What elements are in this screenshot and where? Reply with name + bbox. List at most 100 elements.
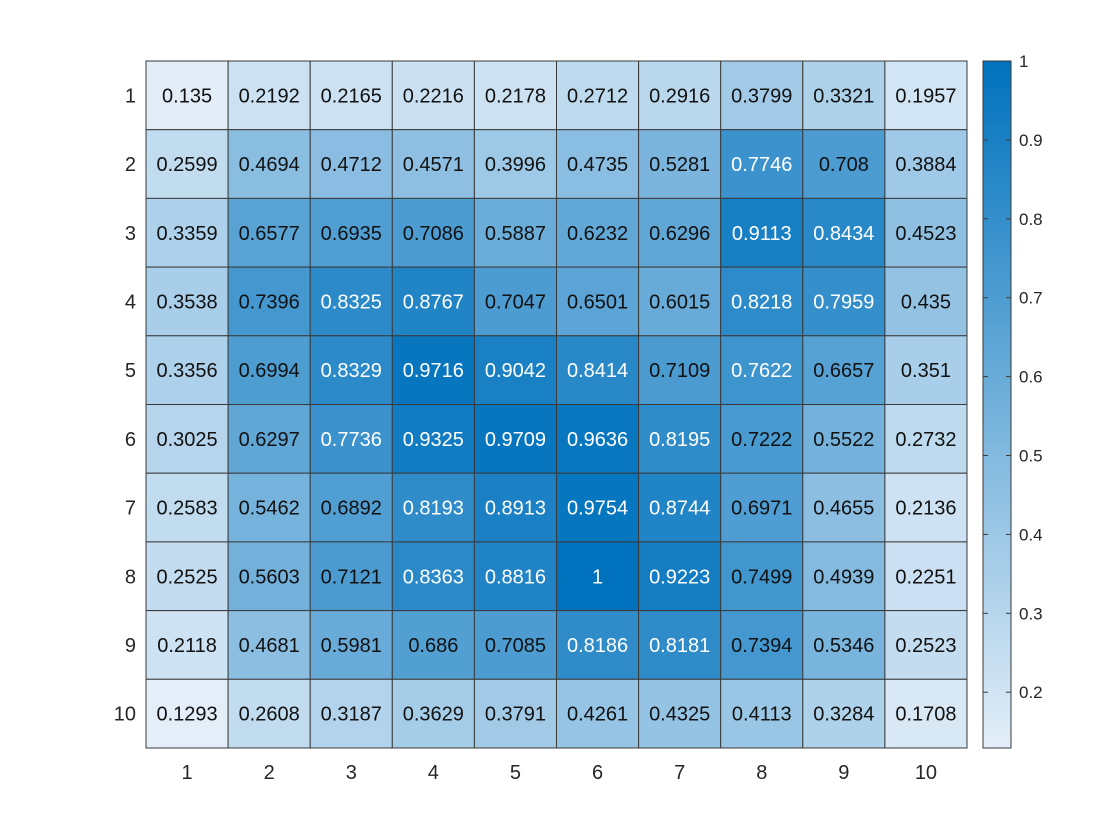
cell-value-label: 0.6501 (567, 291, 628, 313)
cell-value-label: 0.7736 (321, 429, 382, 451)
cell-value-label: 0.9325 (403, 429, 464, 451)
cell-value-label: 0.7959 (813, 291, 874, 313)
heatmap-cell (227, 335, 311, 405)
y-tick-label: 3 (125, 223, 136, 245)
cell-value-label: 0.8181 (649, 635, 710, 657)
cell-value-label: 0.1293 (156, 704, 217, 726)
heatmap-cell (556, 266, 640, 337)
cell-value-label: 0.2525 (156, 566, 217, 588)
cell-value-label: 0.6577 (239, 223, 300, 245)
cell-value-label: 0.6994 (239, 360, 300, 382)
heatmap-cell (145, 404, 229, 474)
heatmap-cell (638, 472, 722, 543)
cell-value-label: 0.9113 (732, 223, 792, 245)
heatmap-cell (145, 60, 229, 131)
heatmap-cell (145, 610, 229, 680)
x-tick-label: 10 (915, 762, 937, 784)
heatmap-cell (227, 541, 311, 612)
heatmap-cell (309, 541, 393, 612)
y-tick-label: 6 (125, 429, 136, 451)
cell-value-label: 0.3799 (731, 85, 792, 107)
colorbar-tick-label: 0.7 (1019, 289, 1043, 308)
cell-value-label: 0.2712 (567, 85, 628, 107)
x-tick-label: 9 (838, 762, 849, 784)
colorbar: 0.2 0.3 0.4 0.5 0.6 0.7 0.8 0.9 1 (982, 52, 1043, 749)
cell-value-label: 0.2178 (485, 85, 546, 107)
y-tick-label: 1 (125, 85, 136, 107)
cell-value-label: 0.7086 (403, 223, 464, 245)
cell-value-label: 0.1957 (895, 85, 956, 107)
heatmap-cell (556, 678, 640, 749)
cell-value-label: 0.4939 (813, 566, 874, 588)
cell-value-label: 0.2523 (895, 635, 956, 657)
cell-value-label: 0.3538 (156, 291, 217, 313)
heatmap-cell (473, 610, 557, 680)
y-tick-label: 9 (125, 635, 136, 657)
cell-value-label: 0.435 (901, 291, 951, 313)
cell-value-label: 0.8744 (649, 498, 710, 520)
cell-value-label: 0.9716 (403, 360, 464, 382)
heatmap-cell (802, 197, 886, 268)
heatmap-cell (227, 610, 311, 680)
cell-value-label: 0.6657 (813, 360, 874, 382)
cell-value-label: 0.8816 (485, 566, 546, 588)
cell-value-label: 0.4712 (321, 154, 382, 176)
cell-value-label: 0.6232 (567, 223, 628, 245)
colorbar-tick-label: 0.5 (1019, 447, 1043, 466)
heatmap-cell (309, 60, 393, 131)
cell-value-label: 0.7109 (649, 360, 710, 382)
heatmap-cell (145, 678, 229, 749)
heatmap-cell (802, 129, 886, 199)
cell-value-label: 0.4113 (732, 704, 792, 726)
cell-value-label: 0.3629 (403, 704, 464, 726)
heatmap-cell (391, 60, 475, 131)
cell-value-label: 0.2165 (321, 85, 382, 107)
x-tick-label: 1 (181, 762, 192, 784)
cell-value-label: 1 (592, 566, 603, 588)
cell-value-label: 0.2599 (156, 154, 217, 176)
cell-value-label: 0.4523 (895, 223, 956, 245)
heatmap-cell (884, 678, 968, 749)
x-tick-label: 4 (428, 762, 439, 784)
cell-value-label: 0.686 (408, 635, 458, 657)
colorbar-tick-label: 0.9 (1019, 131, 1043, 150)
cell-value-label: 0.2192 (239, 85, 300, 107)
heatmap-cell (556, 472, 640, 543)
cell-value-label: 0.8329 (321, 360, 382, 382)
cell-value-label: 0.7746 (731, 154, 792, 176)
cell-value-label: 0.4261 (567, 704, 628, 726)
cell-value-label: 0.8913 (485, 498, 546, 520)
cell-value-label: 0.135 (162, 85, 212, 107)
heatmap-cell (638, 197, 722, 268)
heatmap-cell (720, 541, 804, 612)
cell-value-label: 0.8414 (567, 360, 628, 382)
cell-value-label: 0.2608 (239, 704, 300, 726)
cell-value-label: 0.4694 (239, 154, 300, 176)
cell-value-label: 0.3321 (813, 85, 874, 107)
heatmap-cell (802, 678, 886, 749)
heatmap-cell (227, 197, 311, 268)
heatmap-cells: 0.135 0.2192 0.2165 0.2216 0.2178 0.2712 0.291… (145, 60, 968, 749)
heatmap-cell (556, 129, 640, 199)
heatmap-cell (884, 335, 968, 405)
heatmap-cell (473, 197, 557, 268)
heatmap-cell (391, 472, 475, 543)
y-tick-label: 4 (125, 291, 136, 313)
cell-value-label: 0.7499 (731, 566, 792, 588)
cell-value-label: 0.4325 (649, 704, 710, 726)
heatmap-cell (391, 610, 475, 680)
heatmap-cell (884, 129, 968, 199)
cell-value-label: 0.8218 (731, 291, 792, 313)
cell-value-label: 0.3359 (156, 223, 217, 245)
cell-value-label: 0.2583 (156, 498, 217, 520)
heatmap-cell (638, 335, 722, 405)
cell-value-label: 0.2916 (649, 85, 710, 107)
colorbar-gradient (982, 60, 1012, 749)
heatmap-cell (638, 610, 722, 680)
cell-value-label: 0.351 (901, 360, 951, 382)
heatmap-cell (556, 60, 640, 131)
heatmap-cell (884, 60, 968, 131)
heatmap-cell (391, 541, 475, 612)
cell-value-label: 0.5603 (239, 566, 300, 588)
